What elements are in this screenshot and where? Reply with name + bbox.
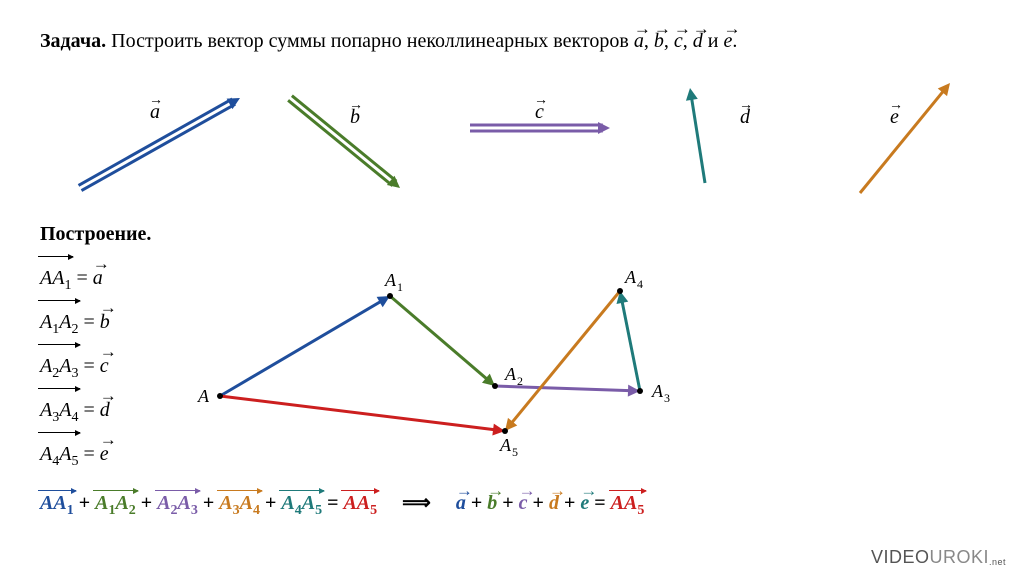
svg-text:→: →: [149, 93, 163, 108]
svg-text:→: →: [349, 98, 363, 113]
svg-text:→: →: [889, 98, 903, 113]
svg-text:A: A: [651, 381, 664, 401]
svg-text:A: A: [384, 270, 397, 290]
task-statement: Задача. Построить вектор суммы попарно н…: [40, 30, 984, 53]
vec-d: d: [693, 30, 703, 53]
svg-text:A: A: [499, 435, 512, 455]
svg-text:4: 4: [637, 277, 643, 291]
construction-diagram: AA1A2A3A4A5: [150, 256, 770, 476]
watermark: VIDEOUROKI.net: [871, 547, 1006, 568]
vec-c: c: [674, 30, 683, 53]
svg-text:3: 3: [664, 391, 670, 405]
vec-b: b: [654, 30, 664, 53]
svg-text:2: 2: [517, 374, 523, 388]
equation-column: AA1 = aA1A2 = bA2A3 = cA3A4 = dA4A5 = e: [40, 256, 110, 476]
svg-text:→: →: [534, 93, 548, 108]
svg-text:A: A: [197, 386, 210, 406]
svg-text:→: →: [739, 98, 753, 113]
construction-heading: Построение.: [40, 223, 984, 246]
vec-e: e: [723, 30, 732, 53]
svg-text:5: 5: [512, 445, 518, 459]
svg-text:1: 1: [397, 280, 403, 294]
sum-equation: AA1 + A1A2 + A2A3 + A3A4 + A4A5 = AA5 ⟹ …: [40, 490, 984, 519]
task-label: Задача.: [40, 30, 106, 52]
svg-text:A: A: [624, 267, 637, 287]
top-vectors-diagram: a→b→c→d→e→: [40, 68, 984, 208]
vec-a: a: [634, 30, 644, 53]
svg-text:A: A: [504, 364, 517, 384]
